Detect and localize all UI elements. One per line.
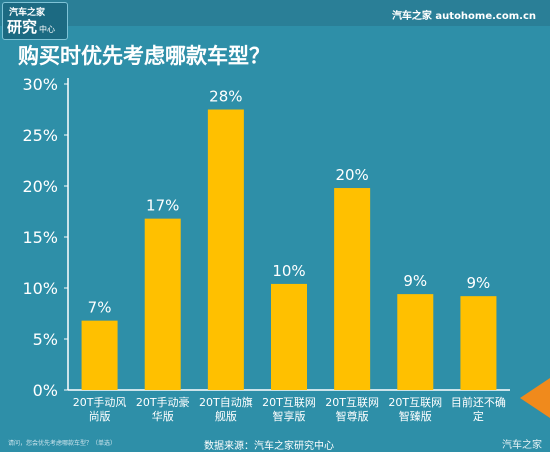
logo-main-text: 研究	[7, 18, 38, 36]
bar	[81, 320, 118, 390]
y-tick-label: 10%	[22, 279, 58, 298]
category-label: 智尊版	[336, 409, 369, 423]
category-label: 20T互联网	[325, 396, 379, 409]
watermark: 汽车之家	[502, 440, 542, 451]
bar	[271, 283, 307, 390]
data-label: 10%	[272, 262, 305, 280]
y-tick-label: 30%	[22, 75, 58, 94]
chart-title: 购买时优先考虑哪款车型？	[18, 44, 270, 68]
y-tick-label: 20%	[22, 177, 58, 196]
category-label: 舰版	[215, 409, 237, 423]
top-bar	[0, 0, 550, 26]
category-label: 目前还不确	[451, 395, 506, 409]
bar	[460, 296, 497, 390]
data-label: 17%	[146, 197, 179, 215]
data-source: 数据来源：汽车之家研究中心	[204, 441, 334, 452]
logo-sub-text: 中心	[39, 25, 55, 34]
y-tick-label: 5%	[33, 330, 58, 349]
survey-question-footnote: 请问，您会优先考虑哪款车型？（单选）	[8, 440, 117, 447]
brand-text: 汽车之家 autohome.com.cn	[391, 11, 536, 22]
category-label: 20T手动风	[73, 395, 127, 409]
y-tick-label: 15%	[22, 228, 58, 247]
data-label: 9%	[467, 274, 491, 292]
y-tick-label: 0%	[33, 381, 58, 400]
y-tick-label: 25%	[22, 126, 58, 145]
bar	[334, 188, 371, 390]
category-label: 20T互联网	[388, 396, 442, 409]
bar	[207, 109, 244, 390]
logo-top-text: 汽车之家	[9, 8, 46, 18]
category-label: 20T手动豪	[136, 395, 190, 409]
category-label: 尚版	[89, 409, 111, 423]
category-label: 20T互联网	[262, 396, 316, 409]
category-label: 华版	[152, 409, 174, 423]
category-label: 智臻版	[399, 409, 432, 423]
category-label: 20T自动旗	[199, 395, 253, 409]
bar	[397, 294, 434, 390]
data-label: 28%	[209, 88, 242, 106]
data-label: 7%	[88, 299, 112, 317]
data-label: 9%	[403, 272, 427, 290]
category-label: 智享版	[273, 409, 306, 423]
data-label: 20%	[335, 166, 368, 184]
research-center-logo: 汽车之家 研究 中心	[2, 2, 68, 40]
bar	[144, 218, 181, 390]
category-label: 定	[473, 409, 484, 423]
corner-arrow-icon	[520, 378, 550, 418]
